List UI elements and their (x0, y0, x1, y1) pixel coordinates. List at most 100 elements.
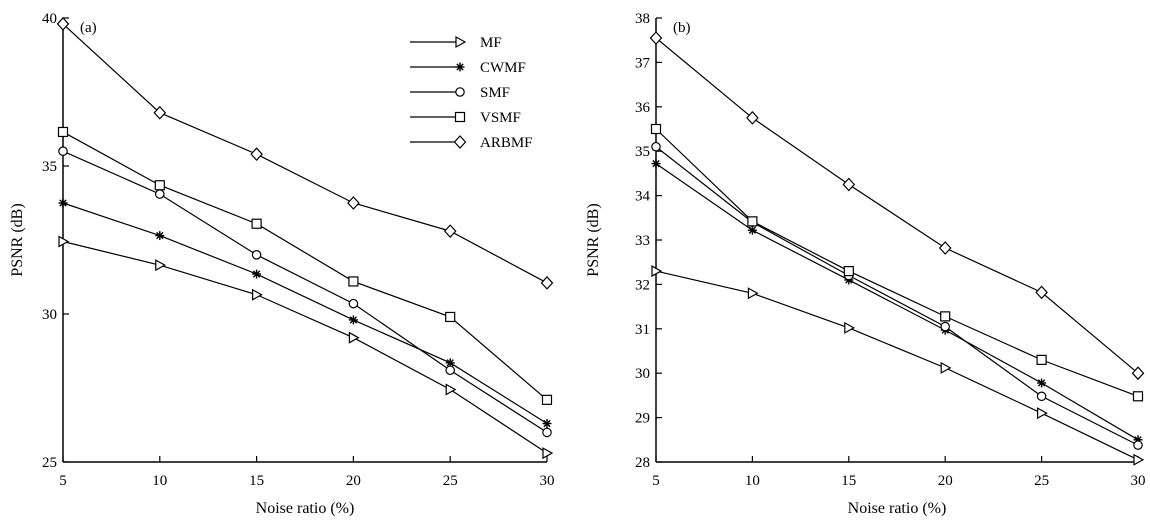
data-point-arbmf (1035, 285, 1048, 300)
y-tick-label: 40 (42, 11, 57, 27)
x-tick-label: 30 (540, 473, 555, 489)
legend: MF CWMF SMF VSMF ARBMF (410, 35, 533, 151)
x-axis-title: Noise ratio (%) (848, 500, 947, 517)
series-vsmf (650, 123, 1144, 402)
data-point-mf (445, 383, 457, 396)
legend-marker-arbmf (453, 135, 467, 149)
panel-label: (a) (80, 20, 97, 36)
asterisk-stroke (446, 359, 454, 367)
data-point-mf (252, 288, 263, 301)
x-tick-label: 30 (1131, 473, 1146, 489)
data-point-arbmf (842, 177, 856, 192)
x-tick-label: 10 (745, 473, 760, 489)
y-tick-label: 37 (635, 55, 651, 71)
data-point-arbmf (938, 241, 952, 255)
y-tick-label: 32 (635, 277, 650, 293)
series-line-vsmf (655, 128, 1139, 397)
y-tick-label: 33 (635, 233, 650, 249)
data-point-smf (445, 365, 455, 376)
data-point-smf (251, 250, 262, 260)
data-point-vsmf (348, 276, 359, 287)
data-point-smf (155, 189, 165, 199)
x-tick-label: 15 (841, 473, 856, 489)
data-point-mf (348, 331, 360, 344)
legend-marker-vsmf (454, 111, 466, 123)
x-tick-label: 25 (443, 473, 458, 489)
series-cwmf (58, 198, 552, 429)
y-tick-label: 29 (635, 411, 650, 427)
data-point-cwmf (651, 159, 661, 169)
series-smf (58, 146, 552, 438)
data-point-cwmf (155, 231, 165, 241)
y-tick-label: 38 (635, 11, 650, 27)
series-line-cwmf (655, 163, 1139, 441)
y-tick-label: 28 (635, 455, 650, 471)
asterisk-stroke (543, 419, 551, 428)
panel-label: (b) (673, 20, 691, 36)
data-point-smf (651, 141, 661, 152)
data-point-arbmf (540, 276, 554, 290)
data-point-cwmf (348, 315, 358, 325)
legend-marker-smf (455, 87, 465, 97)
asterisk-stroke (59, 199, 67, 207)
data-point-arbmf (746, 111, 759, 125)
data-point-mf (940, 361, 952, 374)
data-point-cwmf (542, 419, 552, 429)
series-line-smf (62, 150, 548, 433)
data-point-mf (58, 235, 70, 248)
series-line-arbmf (62, 23, 548, 284)
x-tick-label: 20 (346, 473, 361, 489)
x-tick-label: 15 (249, 473, 264, 489)
x-axis-title: Noise ratio (%) (256, 500, 355, 517)
data-point-arbmf (153, 105, 167, 120)
data-point-smf (542, 427, 552, 438)
data-point-cwmf (1037, 378, 1047, 388)
data-point-cwmf (58, 198, 68, 208)
data-point-mf (155, 259, 167, 272)
series-vsmf (57, 126, 553, 405)
asterisk-stroke (1037, 379, 1046, 387)
data-point-smf (1036, 391, 1047, 402)
x-tick-label: 5 (652, 473, 660, 489)
data-point-mf (747, 287, 759, 300)
y-axis-title: PSNR (dB) (585, 203, 602, 276)
asterisk-stroke (748, 226, 757, 234)
series-line-vsmf (62, 131, 548, 401)
series-line-smf (655, 146, 1139, 446)
asterisk-stroke (156, 231, 164, 240)
data-point-mf (1133, 453, 1145, 466)
series-mf (58, 235, 554, 460)
y-axis-title: PSNR (dB) (9, 203, 26, 276)
series-arbmf (56, 17, 554, 290)
y-tick-label: 35 (42, 159, 57, 175)
data-point-vsmf (650, 123, 662, 135)
data-point-vsmf (154, 180, 165, 191)
data-point-smf (1133, 440, 1143, 450)
asterisk-stroke (349, 316, 358, 324)
series-line-arbmf (655, 37, 1139, 374)
y-tick-label: 36 (635, 100, 651, 116)
data-point-arbmf (250, 147, 263, 162)
legend-label-smf: SMF (480, 85, 510, 101)
legend-label-cwmf: CWMF (480, 60, 526, 76)
data-point-cwmf (252, 269, 262, 279)
legend-label-vsmf: VSMF (480, 110, 521, 126)
legend-label-arbmf: ARBMF (480, 135, 533, 151)
asterisk-stroke (652, 159, 660, 168)
data-point-vsmf (843, 265, 854, 277)
data-point-arbmf (347, 196, 360, 210)
x-tick-label: 20 (938, 473, 953, 489)
series-line-mf (62, 240, 548, 454)
data-point-arbmf (649, 31, 663, 45)
data-point-vsmf (445, 311, 456, 323)
chart-panel-b: 5 10 15 20 25 30 28 29 30 31 32 33 34 35 36 37 38 Noise r… (585, 11, 1146, 517)
y-tick-label: 35 (635, 144, 650, 160)
x-tick-label: 25 (1034, 473, 1049, 489)
data-point-mf (651, 265, 663, 278)
asterisk-stroke (252, 270, 261, 278)
legend-label-mf: MF (480, 35, 502, 51)
chart-panel-a: 5 10 15 20 25 30 25 30 35 40 Noise ratio (%) PSNR (… (9, 11, 555, 517)
data-point-cwmf (747, 225, 757, 235)
x-tick-label: 5 (59, 473, 67, 489)
